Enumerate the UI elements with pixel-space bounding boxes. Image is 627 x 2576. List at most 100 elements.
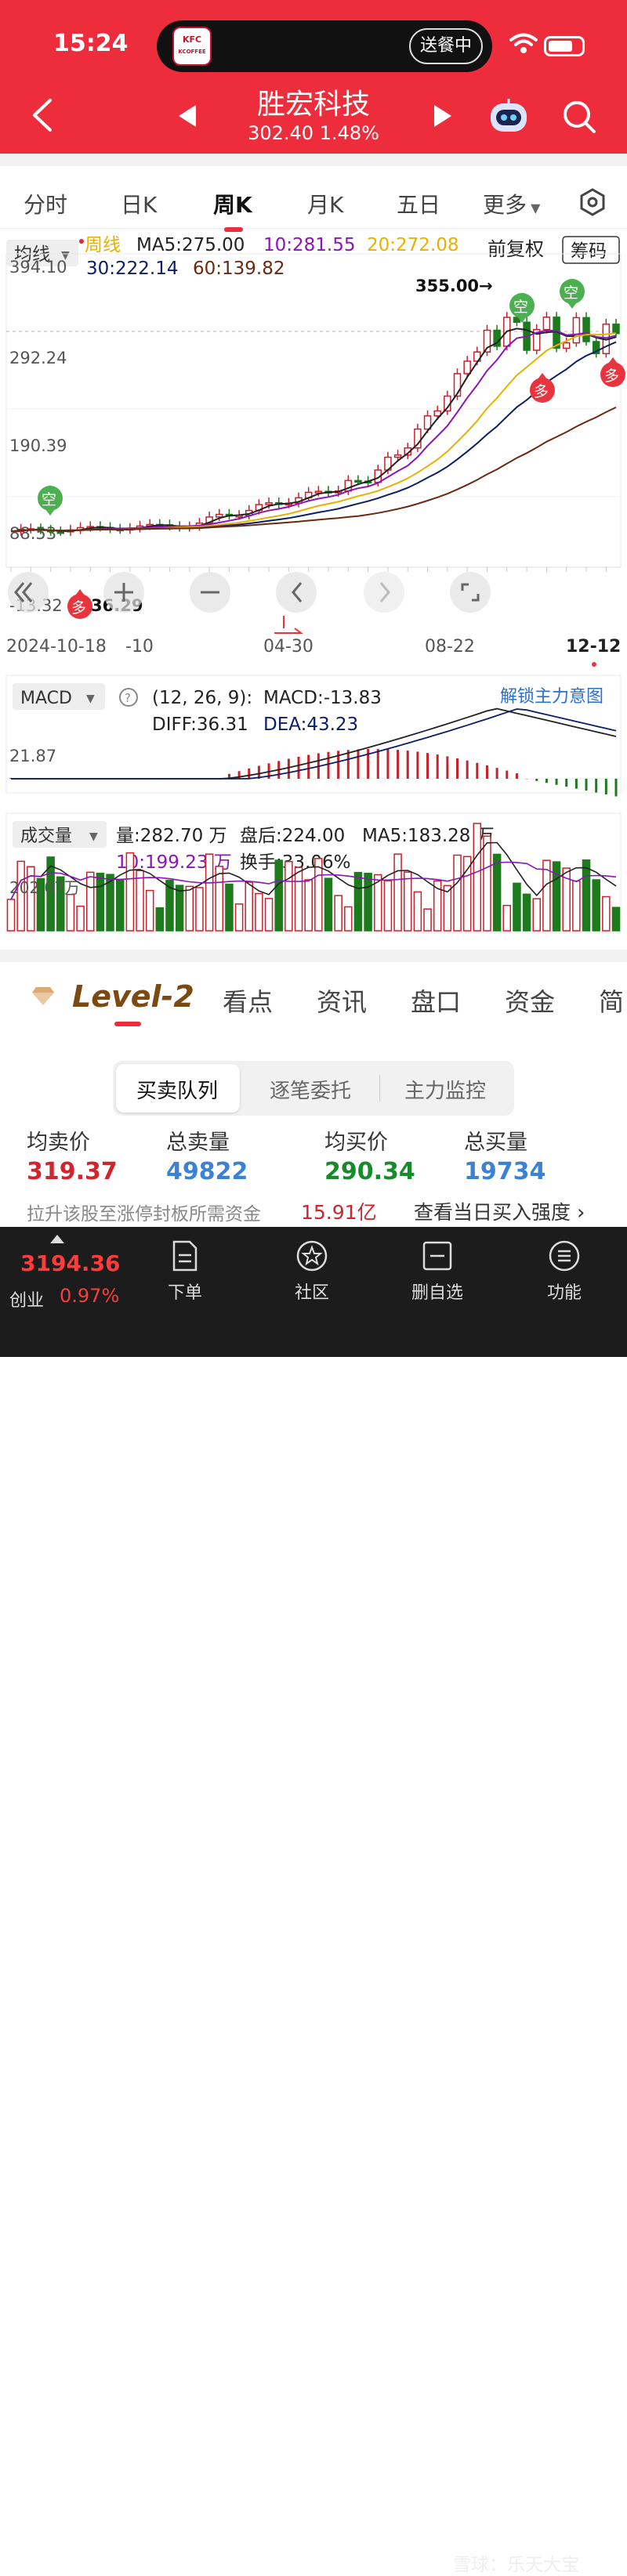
candle-body	[266, 503, 272, 505]
sell-signal-marker[interactable]: 空	[560, 279, 585, 309]
kline-chart[interactable]: 均线 ▼ 周线 MA5:275.00 10:281.55 20:272.08 3…	[0, 229, 627, 950]
scroll-right-button[interactable]	[364, 572, 404, 613]
macd-value: MACD:-13.83	[263, 688, 382, 708]
chevron-right-icon: ›	[577, 1201, 585, 1225]
volume-bar	[67, 895, 74, 931]
adjust-mode[interactable]: 前复权	[487, 238, 544, 260]
search-icon[interactable]	[561, 99, 597, 135]
tab-daily-k[interactable]: 日K	[121, 188, 157, 219]
macd-bar	[506, 771, 508, 779]
robot-assistant-icon[interactable]	[487, 97, 530, 135]
volume-bar	[464, 856, 471, 931]
nav-order[interactable]: 下单	[138, 1239, 232, 1304]
index-name: 创业	[9, 1286, 44, 1312]
volume-bar	[603, 896, 610, 931]
chevron-down-icon: ▼	[89, 830, 98, 843]
candle-body	[543, 317, 549, 330]
tab-intraday[interactable]: 分时	[24, 188, 67, 219]
index-value[interactable]: 3194.36	[20, 1250, 121, 1276]
segment-order-by-order[interactable]: 逐笔委托	[270, 1075, 351, 1104]
macd-bar	[615, 779, 618, 797]
nav-functions[interactable]: 功能	[517, 1239, 611, 1304]
sell-signal-marker[interactable]: 空	[38, 486, 63, 516]
volume-bar	[513, 883, 520, 931]
tab-highlights[interactable]: 看点	[223, 982, 273, 1018]
delivery-status-pill[interactable]: 送餐中	[409, 28, 483, 64]
tab-level2[interactable]: Level-2	[72, 979, 194, 1014]
nav-community[interactable]: 社区	[265, 1239, 359, 1304]
back-arrow-icon[interactable]	[30, 97, 53, 133]
avg-sell-value: 319.37	[27, 1158, 118, 1185]
battery-icon	[544, 36, 585, 56]
volume-bar	[96, 874, 103, 931]
tab-five-day[interactable]: 五日	[397, 188, 440, 219]
ma-line	[11, 331, 616, 532]
total-buy-label: 总买量	[464, 1125, 527, 1156]
stock-price-change: 302.40 1.48%	[196, 122, 431, 144]
macd-bar	[456, 758, 458, 779]
scroll-left-fast-button[interactable]	[8, 572, 49, 613]
expand-up-icon[interactable]	[50, 1235, 64, 1243]
volume-y-label: 202.07万	[9, 878, 80, 897]
prev-stock-icon[interactable]	[179, 105, 196, 127]
volume-bar	[136, 870, 143, 931]
volume-bar	[573, 881, 580, 931]
volume-bar	[354, 873, 361, 931]
buy-signal-marker[interactable]: 多	[530, 373, 555, 403]
bottom-nav-bar: 3194.36 创业 0.97% 下单 社区 删自选 功能 雪球：乐天大	[0, 1227, 627, 1357]
tab-funds[interactable]: 资金	[505, 982, 555, 1018]
volume-bar	[324, 878, 332, 931]
segment-main-force-monitor[interactable]: 主力监控	[404, 1075, 486, 1104]
buy-strength-link[interactable]: 查看当日买入强度›	[414, 1197, 585, 1225]
volume-bar	[206, 854, 213, 931]
dea-value: DEA:43.23	[263, 715, 358, 735]
volume-bar	[424, 909, 431, 931]
macd-bar	[437, 754, 439, 779]
nav-remove-watchlist[interactable]: 删自选	[390, 1239, 484, 1304]
candle-body	[464, 361, 470, 374]
chart-settings-hexagon-icon[interactable]	[578, 188, 607, 216]
macd-bar	[327, 752, 329, 779]
macd-bar	[556, 779, 558, 785]
tab-news[interactable]: 资讯	[317, 982, 367, 1018]
chevron-down-icon: ▼	[86, 693, 95, 705]
volume-bar	[524, 894, 531, 931]
orderbook-segment: 买卖队列 逐笔委托 主力监控	[113, 1061, 514, 1116]
tab-more[interactable]: 更多 ▼	[483, 188, 540, 219]
scroll-left-button[interactable]	[276, 572, 317, 613]
watermark: 雪球：乐天大宝	[453, 2549, 579, 2576]
macd-bar	[585, 779, 588, 791]
buy-signal-marker[interactable]: 多	[600, 357, 625, 387]
tab-monthly-k[interactable]: 月K	[307, 188, 343, 219]
menu-icon	[548, 1239, 581, 1272]
candle-body	[583, 317, 589, 342]
avg-buy-label: 均买价	[324, 1125, 388, 1156]
raise-capital-label: 拉升该股至涨停封板所需资金	[27, 1199, 261, 1225]
tab-order-book[interactable]: 盘口	[411, 982, 461, 1018]
macd-bar	[466, 761, 469, 779]
tab-profile[interactable]: 简	[599, 982, 624, 1018]
macd-bar	[605, 779, 607, 794]
buy-signal-marker[interactable]: 多	[67, 589, 92, 619]
current-dot	[592, 662, 596, 667]
ma-line	[11, 333, 616, 531]
fullscreen-button[interactable]	[450, 572, 491, 613]
next-stock-icon[interactable]	[434, 105, 451, 127]
tab-weekly-k[interactable]: 周K	[213, 188, 252, 219]
volume-bar	[384, 881, 391, 931]
diamond-icon	[31, 986, 55, 1006]
svg-text:空: 空	[513, 298, 528, 316]
unlock-main-force-link[interactable]: 解锁主力意图	[500, 687, 603, 707]
ma10-value: 10:281.55	[263, 235, 356, 255]
segment-bid-ask-queue[interactable]: 买卖队列	[136, 1075, 218, 1104]
volume-bar	[533, 899, 540, 931]
volume-bar	[295, 867, 303, 931]
svg-text:多: 多	[534, 383, 549, 400]
macd-y-label: 21.87	[9, 747, 56, 765]
volume-bar	[454, 855, 461, 931]
volume-bar	[553, 862, 560, 931]
period-tabs: 分时 日K 周K 月K 五日 更多 ▼	[0, 166, 627, 229]
candlesticks	[18, 312, 619, 536]
volume-bar	[484, 836, 491, 931]
